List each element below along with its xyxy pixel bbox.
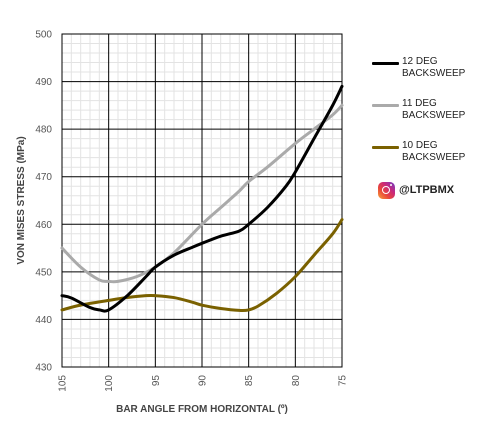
legend-label-line1: 11 DEG [402,98,437,109]
series-line-11deg [60,103,344,284]
legend-item-10deg: 10 DEG BACKSWEEP [372,140,477,182]
legend-swatch [372,104,399,107]
legend-item-11deg: 11 DEG BACKSWEEP [372,98,477,140]
y-tick-label: 460 [35,220,52,231]
legend-label: 10 DEG BACKSWEEP [402,140,480,164]
handle-text: @LTPBMX [399,184,455,196]
legend-swatch [372,146,399,149]
legend-label-line2: BACKSWEEP [402,152,466,163]
x-tick-label: 95 [151,375,162,387]
y-tick-label: 430 [35,363,52,374]
series-line-12deg [60,84,344,313]
plot-border [61,33,343,368]
legend-swatch [372,62,399,65]
legend-label: 11 DEG BACKSWEEP [402,98,480,122]
series-lines [60,84,344,313]
x-axis-label: BAR ANGLE FROM HORIZONTAL (º) [116,404,288,415]
y-tick-label: 470 [35,172,52,183]
legend: 12 DEG BACKSWEEP 11 DEG BACKSWEEP 10 DEG… [372,56,477,182]
social-handle: @LTPBMX [378,180,454,200]
y-axis-label: VON MISES STRESS (MPa) [16,136,27,264]
legend-label: 12 DEG BACKSWEEP [402,56,480,80]
legend-label-line1: 10 DEG [402,140,438,151]
legend-item-12deg: 12 DEG BACKSWEEP [372,56,477,98]
x-tick-label: 75 [338,375,349,387]
x-tick-label: 105 [58,375,69,392]
legend-label-line2: BACKSWEEP [402,68,466,79]
legend-label-line1: 12 DEG [402,56,438,67]
y-tick-label: 440 [35,315,52,326]
y-tick-label: 490 [35,77,52,88]
tick-labels: 430 440 450 460 470 480 490 500 105 100 95 90 85 80 75 [35,30,348,392]
x-tick-label: 100 [104,375,115,392]
y-tick-label: 450 [35,267,52,278]
x-tick-label: 85 [244,375,255,387]
x-tick-label: 90 [198,375,209,387]
legend-label-line2: BACKSWEEP [402,110,466,121]
x-tick-label: 80 [291,375,302,387]
y-tick-label: 500 [35,30,52,41]
y-tick-label: 480 [35,125,52,136]
instagram-icon [378,181,395,199]
grid [61,33,343,368]
